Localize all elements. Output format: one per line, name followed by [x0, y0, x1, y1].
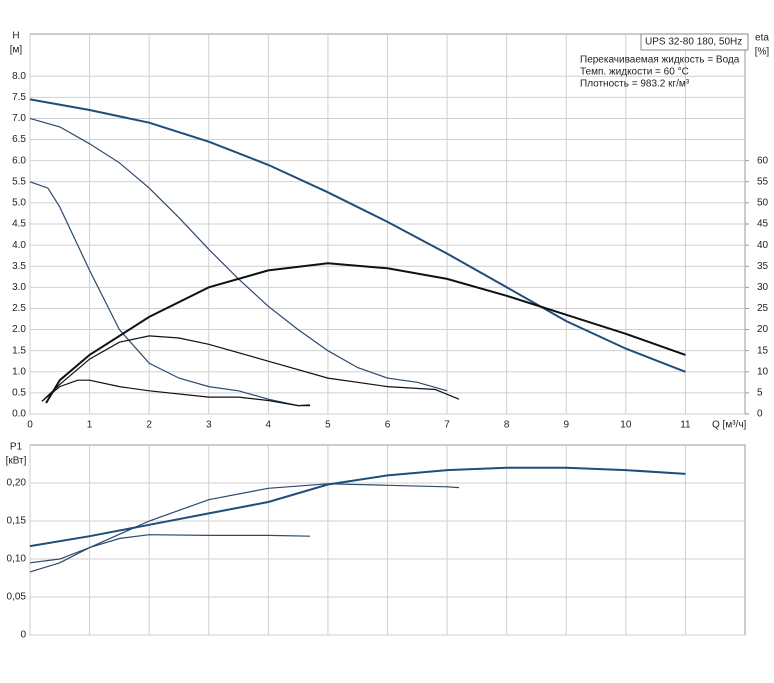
y-tick-label: 7.5 [12, 92, 26, 103]
y-axis-label: H [12, 31, 19, 42]
y-tick-label: 0 [20, 630, 26, 641]
x-tick-label: 2 [146, 420, 152, 431]
x-tick-label: 0 [27, 420, 33, 431]
y2-tick-label: 25 [757, 303, 769, 314]
y2-tick-label: 45 [757, 219, 769, 230]
y-tick-label: 6.0 [12, 155, 26, 166]
series-line [29, 534, 311, 573]
y2-tick-label: 5 [757, 388, 763, 399]
x-tick-label: 1 [87, 420, 93, 431]
y2-axis-unit: [%] [755, 47, 770, 58]
series-line [29, 98, 686, 373]
y-tick-label: 0.0 [12, 409, 26, 420]
y2-tick-label: 15 [757, 345, 769, 356]
x-tick-label: 3 [206, 420, 212, 431]
y-tick-label: 8.0 [12, 71, 26, 82]
x-tick-label: 8 [504, 420, 510, 431]
info-box [640, 33, 749, 51]
y-tick-label: 5.0 [12, 198, 26, 209]
y2-tick-label: 10 [757, 366, 769, 377]
series-line [29, 466, 686, 548]
series-line [29, 117, 448, 392]
y2-tick-label: 0 [757, 409, 763, 420]
info-line: Перекачиваемая жидкость = Вода [580, 55, 740, 66]
y2-tick-label: 35 [757, 261, 769, 272]
y-tick-label: 4.5 [12, 219, 26, 230]
y2-axis-label: eta [755, 33, 769, 44]
series-line [45, 262, 686, 404]
x-tick-label: 9 [563, 420, 569, 431]
series-line [29, 483, 460, 564]
y-tick-label: 5.5 [12, 176, 26, 187]
y2-tick-label: 30 [757, 282, 769, 293]
series-line [29, 181, 311, 407]
y-tick-label: 1.0 [12, 366, 26, 377]
y2-tick-label: 20 [757, 324, 769, 335]
y2-tick-label: 55 [757, 176, 769, 187]
series-line [41, 335, 460, 402]
y-tick-label: 1.5 [12, 345, 26, 356]
info-line: Темп. жидкости = 60 °C [580, 67, 689, 78]
y-axis-unit: [кВт] [6, 456, 27, 467]
x-tick-label: 7 [444, 420, 450, 431]
y-tick-label: 6.5 [12, 134, 26, 145]
info-title: UPS 32-80 180, 50Hz [645, 37, 742, 48]
x-tick-label: 6 [385, 420, 391, 431]
x-tick-label: 4 [266, 420, 272, 431]
y-tick-label: 0,15 [7, 516, 27, 527]
series-line [41, 379, 310, 407]
y-tick-label: 0.5 [12, 388, 26, 399]
y-tick-label: 2.0 [12, 324, 26, 335]
y2-tick-label: 40 [757, 240, 769, 251]
x-axis-label: Q [м³/ч] [712, 420, 747, 431]
y-axis-label: P1 [10, 442, 23, 453]
y2-tick-label: 50 [757, 198, 769, 209]
y-tick-label: 4.0 [12, 240, 26, 251]
y-tick-label: 0,20 [7, 478, 27, 489]
y-tick-label: 0,05 [7, 592, 27, 603]
y-tick-label: 2.5 [12, 303, 26, 314]
info-line: Плотность = 983.2 кг/м³ [580, 79, 690, 90]
y2-tick-label: 60 [757, 155, 769, 166]
y-tick-label: 0,10 [7, 554, 27, 565]
y-tick-label: 3.5 [12, 261, 26, 272]
y-tick-label: 3.0 [12, 282, 26, 293]
x-tick-label: 5 [325, 420, 331, 431]
x-tick-label: 11 [680, 420, 691, 431]
y-tick-label: 7.0 [12, 113, 26, 124]
y-axis-unit: [м] [10, 45, 23, 56]
x-tick-label: 10 [620, 420, 632, 431]
